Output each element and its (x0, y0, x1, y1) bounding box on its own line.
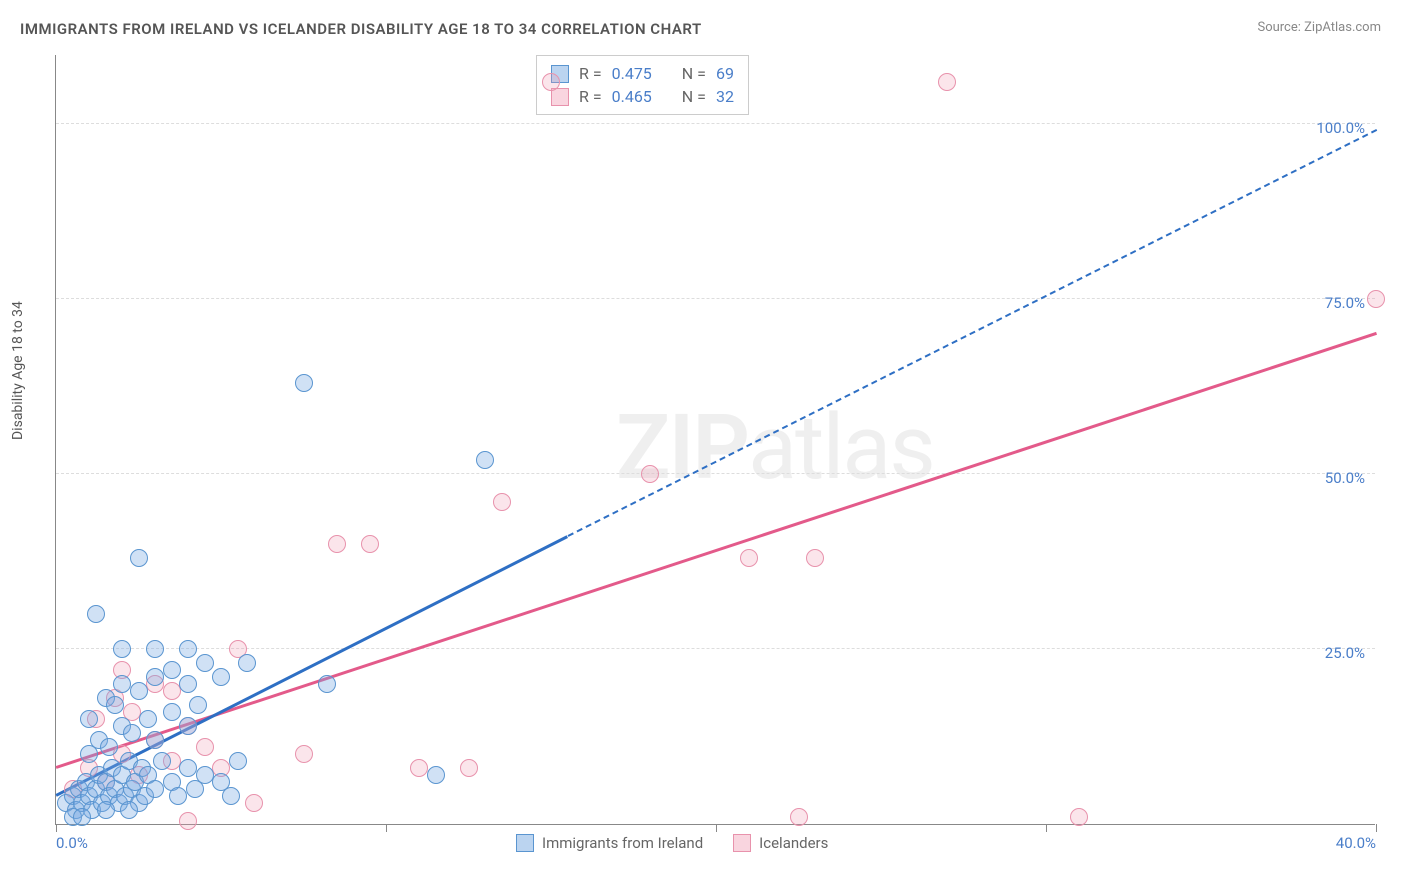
scatter-point (97, 801, 115, 819)
scatter-point (196, 738, 214, 756)
scatter-point (130, 682, 148, 700)
scatter-point (120, 801, 138, 819)
grid-line (56, 298, 1375, 299)
scatter-point (1070, 808, 1088, 826)
stats-row-blue: R = 0.475 N = 69 (551, 62, 734, 85)
grid-line (56, 648, 1375, 649)
scatter-point (196, 766, 214, 784)
scatter-point (163, 682, 181, 700)
x-tick (1046, 824, 1047, 832)
stats-row-pink: R = 0.465 N = 32 (551, 85, 734, 108)
scatter-point (740, 549, 758, 567)
plot-area: ZIPatlas R = 0.475 N = 69 R = 0.465 N = … (55, 55, 1375, 825)
x-tick (386, 824, 387, 832)
scatter-point (130, 549, 148, 567)
scatter-point (80, 710, 98, 728)
scatter-point (146, 731, 164, 749)
scatter-point (212, 668, 230, 686)
scatter-point (113, 675, 131, 693)
scatter-point (361, 535, 379, 553)
scatter-point (295, 745, 313, 763)
y-tick-label: 25.0% (1325, 644, 1365, 662)
y-tick-label: 50.0% (1325, 469, 1365, 487)
scatter-point (139, 710, 157, 728)
scatter-point (427, 766, 445, 784)
legend-item-blue: Immigrants from Ireland (516, 834, 703, 852)
source-label: Source: ZipAtlas.com (1257, 20, 1381, 35)
bottom-legend: Immigrants from Ireland Icelanders (516, 834, 828, 852)
scatter-point (476, 451, 494, 469)
scatter-point (100, 738, 118, 756)
scatter-point (641, 465, 659, 483)
scatter-point (460, 759, 478, 777)
scatter-point (189, 696, 207, 714)
scatter-point (179, 640, 197, 658)
scatter-point (938, 73, 956, 91)
stats-box: R = 0.475 N = 69 R = 0.465 N = 32 (536, 55, 749, 115)
y-axis-label: Disability Age 18 to 34 (10, 301, 26, 440)
scatter-point (153, 752, 171, 770)
scatter-point (328, 535, 346, 553)
scatter-point (229, 752, 247, 770)
scatter-point (146, 780, 164, 798)
scatter-point (295, 374, 313, 392)
scatter-point (146, 668, 164, 686)
scatter-point (87, 605, 105, 623)
x-tick (716, 824, 717, 832)
scatter-point (179, 717, 197, 735)
scatter-point (245, 794, 263, 812)
grid-line (56, 123, 1375, 124)
y-tick-label: 100.0% (1316, 119, 1365, 137)
legend-item-pink: Icelanders (733, 834, 828, 852)
regression-line (567, 129, 1376, 537)
scatter-point (179, 812, 197, 830)
x-tick (56, 824, 57, 832)
scatter-point (179, 759, 197, 777)
scatter-point (542, 73, 560, 91)
scatter-point (113, 640, 131, 658)
x-tick-label: 40.0% (1336, 834, 1376, 852)
regression-line (56, 332, 1377, 768)
chart-title: IMMIGRANTS FROM IRELAND VS ICELANDER DIS… (20, 20, 702, 38)
scatter-point (1367, 290, 1385, 308)
scatter-point (318, 675, 336, 693)
scatter-point (169, 787, 187, 805)
scatter-point (806, 549, 824, 567)
y-tick-label: 75.0% (1325, 294, 1365, 312)
scatter-point (238, 654, 256, 672)
x-tick (1376, 824, 1377, 832)
scatter-point (163, 703, 181, 721)
x-tick-label: 0.0% (56, 834, 88, 852)
scatter-point (106, 696, 124, 714)
scatter-point (163, 661, 181, 679)
scatter-point (493, 493, 511, 511)
scatter-point (73, 808, 91, 826)
watermark: ZIPatlas (616, 395, 934, 500)
scatter-point (790, 808, 808, 826)
scatter-point (196, 654, 214, 672)
grid-line (56, 473, 1375, 474)
scatter-point (146, 640, 164, 658)
scatter-point (410, 759, 428, 777)
scatter-point (123, 724, 141, 742)
scatter-point (179, 675, 197, 693)
swatch-blue-icon (516, 834, 534, 852)
swatch-pink-icon (733, 834, 751, 852)
scatter-point (222, 787, 240, 805)
